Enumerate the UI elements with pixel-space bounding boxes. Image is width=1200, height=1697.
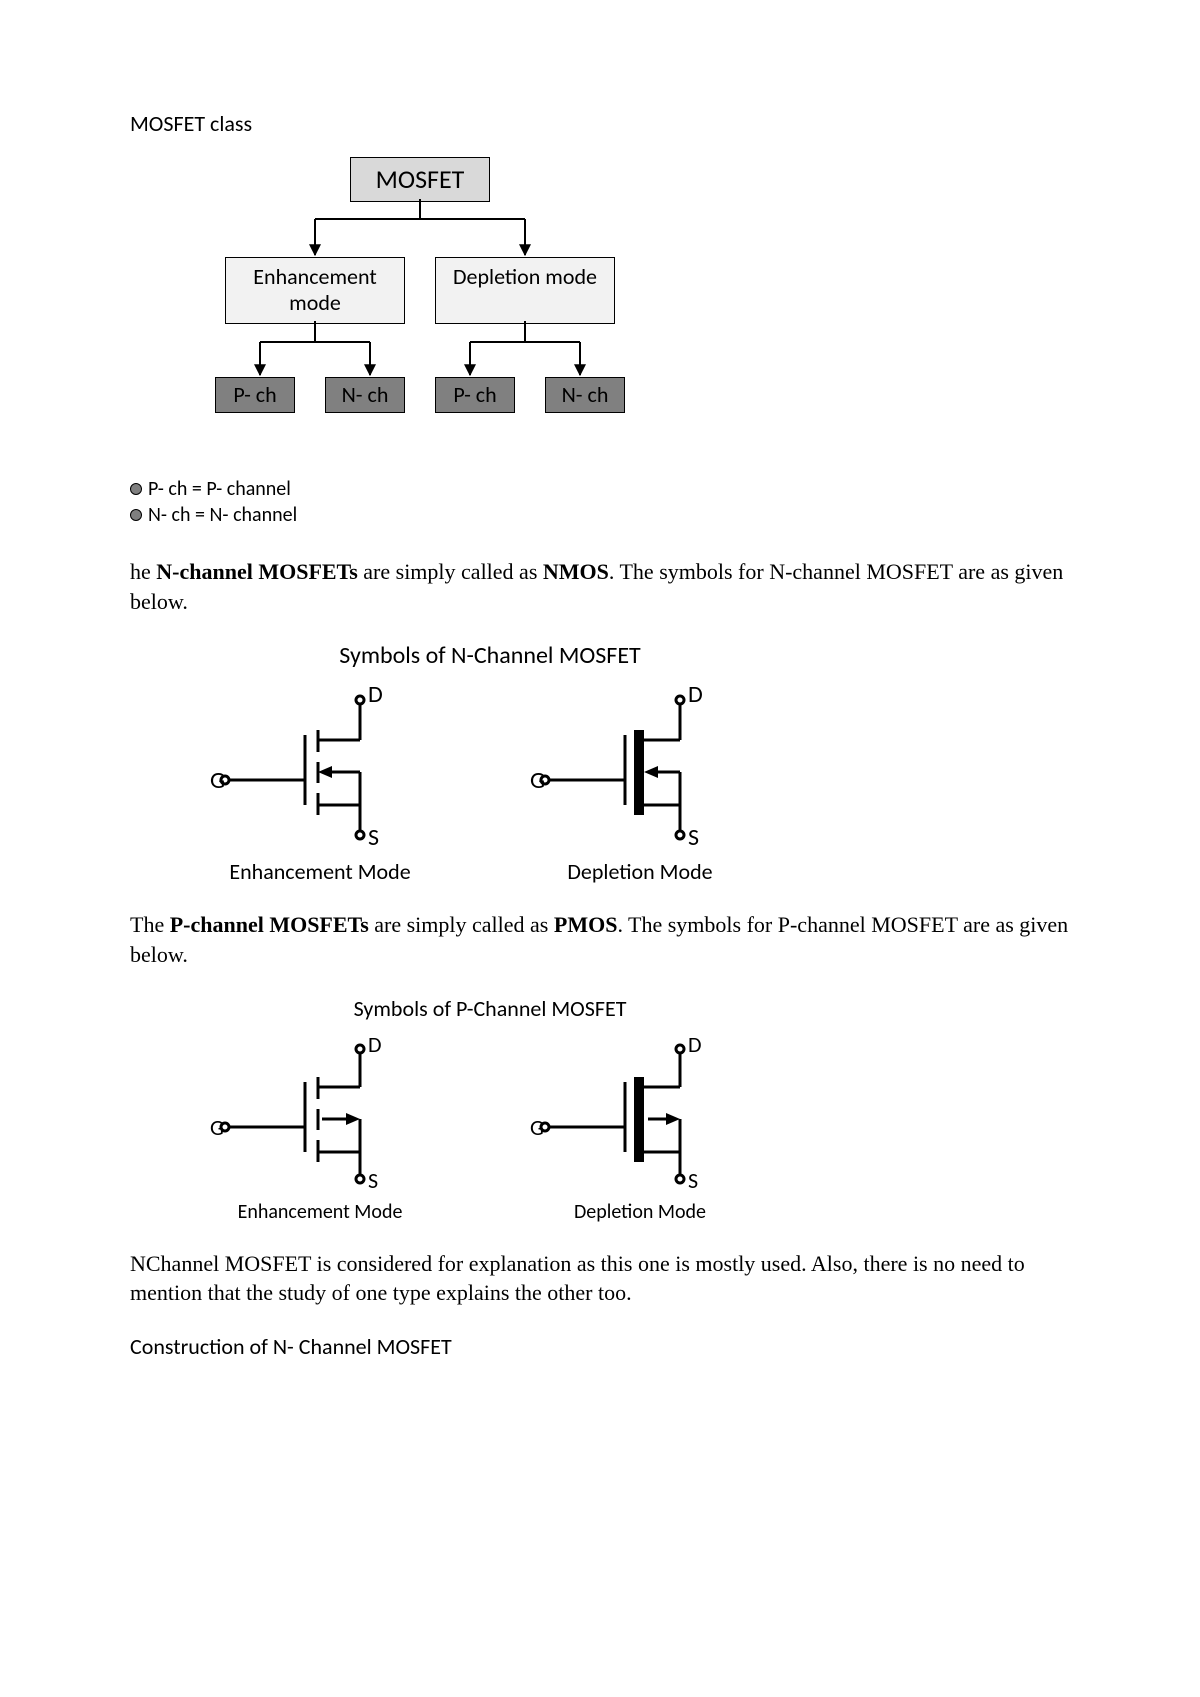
text-bold: NMOS — [543, 559, 609, 584]
svg-text:D: D — [688, 680, 703, 709]
tree-leaf: N- ch — [545, 377, 625, 413]
bullet-icon — [130, 483, 142, 495]
tree-root: MOSFET — [350, 157, 490, 202]
symbols-title: Symbols of P-Channel MOSFET — [190, 995, 790, 1022]
closing-paragraph: NChannel MOSFET is considered for explan… — [130, 1249, 1070, 1308]
symbol-caption: Depletion Mode — [510, 1200, 770, 1224]
text: are simply called as — [369, 912, 554, 937]
p-enhancement-symbol: G D S Enhancement Mode — [190, 1032, 450, 1224]
n-depletion-symbol: G D S Depletion Mode — [510, 680, 770, 885]
nmos-paragraph: he N-channel MOSFETs are simply called a… — [130, 557, 1070, 616]
text: are simply called as — [358, 559, 543, 584]
legend-item: N- ch = N- channel — [130, 503, 1070, 527]
svg-text:D: D — [688, 1032, 702, 1058]
svg-text:S: S — [688, 1167, 698, 1192]
n-channel-symbols: Symbols of N-Channel MOSFET — [190, 641, 790, 885]
text: he — [130, 559, 156, 584]
svg-text:G: G — [210, 766, 225, 795]
text-bold: PMOS — [554, 912, 618, 937]
page: MOSFET class MOSFET Enhancement mode Dep… — [0, 0, 1200, 1697]
svg-text:D: D — [368, 680, 383, 709]
text-bold: N-channel MOSFETs — [156, 559, 358, 584]
legend: P- ch = P- channel N- ch = N- channel — [130, 477, 1070, 527]
text: The — [130, 912, 170, 937]
legend-text: P- ch = P- channel — [148, 477, 291, 501]
symbol-caption: Depletion Mode — [510, 858, 770, 885]
svg-text:S: S — [368, 823, 379, 850]
svg-text:G: G — [530, 1114, 544, 1141]
symbol-caption: Enhancement Mode — [190, 1200, 450, 1224]
svg-text:G: G — [210, 1114, 224, 1141]
n-enhancement-symbol: G D S Enhancement Mode — [190, 680, 450, 885]
symbols-title: Symbols of N-Channel MOSFET — [190, 641, 790, 670]
svg-text:S: S — [688, 823, 699, 850]
legend-text: N- ch = N- channel — [148, 503, 297, 527]
tree-mode-depletion: Depletion mode — [435, 257, 615, 324]
symbol-caption: Enhancement Mode — [190, 858, 450, 885]
p-depletion-symbol: G D S Depletion Mode — [510, 1032, 770, 1224]
bullet-icon — [130, 509, 142, 521]
tree-mode-enhancement: Enhancement mode — [225, 257, 405, 324]
svg-text:G: G — [530, 766, 545, 795]
classification-tree: MOSFET Enhancement mode Depletion mode P… — [170, 157, 670, 437]
tree-leaf: P- ch — [215, 377, 295, 413]
page-title: MOSFET class — [130, 110, 1070, 137]
pmos-paragraph: The P-channel MOSFETs are simply called … — [130, 910, 1070, 969]
tree-leaf: P- ch — [435, 377, 515, 413]
tree-leaf: N- ch — [325, 377, 405, 413]
construction-heading: Construction of N- Channel MOSFET — [130, 1333, 1070, 1360]
p-channel-symbols: Symbols of P-Channel MOSFET — [190, 995, 790, 1224]
svg-text:D: D — [368, 1032, 382, 1058]
legend-item: P- ch = P- channel — [130, 477, 1070, 501]
text-bold: P-channel MOSFETs — [170, 912, 369, 937]
svg-text:S: S — [368, 1167, 378, 1192]
